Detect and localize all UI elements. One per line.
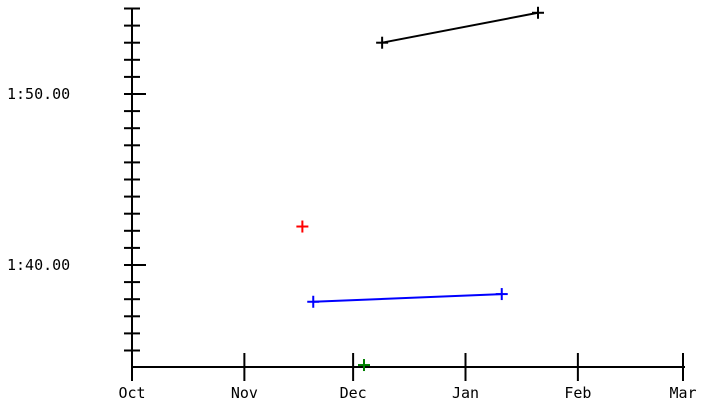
series-3 (358, 359, 370, 372)
data-point (376, 36, 389, 49)
series-2 (307, 288, 508, 308)
axes: Oct Nov Dec Jan Feb Mar 1:40.00 1:50.00 (7, 7, 697, 402)
series-layer (296, 6, 544, 372)
series-1 (296, 220, 309, 233)
series-0 (376, 6, 544, 49)
data-point (495, 288, 508, 301)
x-tick-label: Jan (452, 384, 479, 402)
data-point (358, 359, 370, 372)
data-point (296, 220, 309, 233)
y-tick-label: 1:50.00 (7, 85, 70, 103)
x-tick-label: Nov (231, 384, 258, 402)
y-tick-label: 1:40.00 (7, 256, 70, 274)
data-point (307, 295, 320, 308)
series-line (381, 11, 539, 44)
series-line (313, 293, 502, 303)
x-tick-label: Oct (118, 384, 145, 402)
data-point (532, 6, 544, 19)
x-tick-label: Feb (564, 384, 591, 402)
x-tick-label: Mar (669, 384, 696, 402)
x-tick-label: Dec (340, 384, 367, 402)
